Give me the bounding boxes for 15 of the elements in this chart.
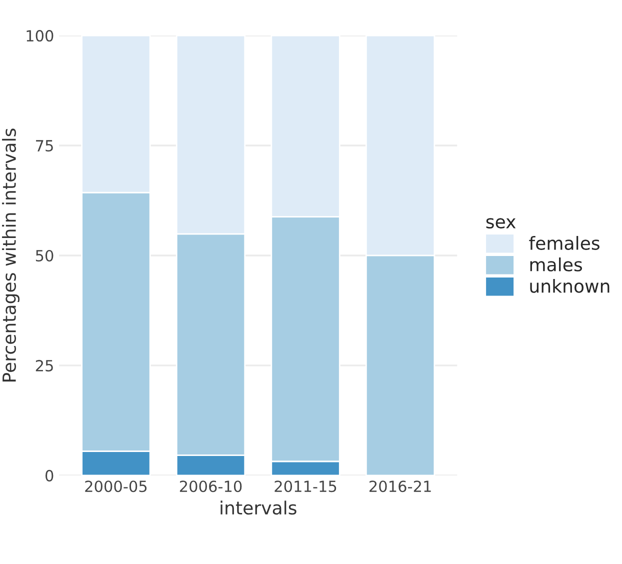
x-tick-label: 2016-21: [370, 480, 431, 492]
x-tick-label: 2011-15: [274, 480, 336, 492]
x-axis-title: intervals: [220, 500, 296, 515]
x-tick-label: 2000-05: [85, 480, 147, 492]
y-tick-label: 0: [46, 470, 54, 482]
y-tick-label: 25: [36, 360, 53, 372]
y-tick-label: 50: [36, 250, 54, 262]
legend-title: sex: [486, 218, 516, 228]
legend-label: females: [529, 236, 600, 250]
legend-label: males: [530, 257, 582, 272]
legend-label: unknown: [530, 278, 610, 293]
y-tick-label: 100: [26, 30, 54, 42]
y-axis-title: Percentages within intervals: [2, 128, 20, 382]
x-tick-label: 2006-10: [180, 480, 242, 492]
y-tick-label: 75: [36, 140, 53, 152]
